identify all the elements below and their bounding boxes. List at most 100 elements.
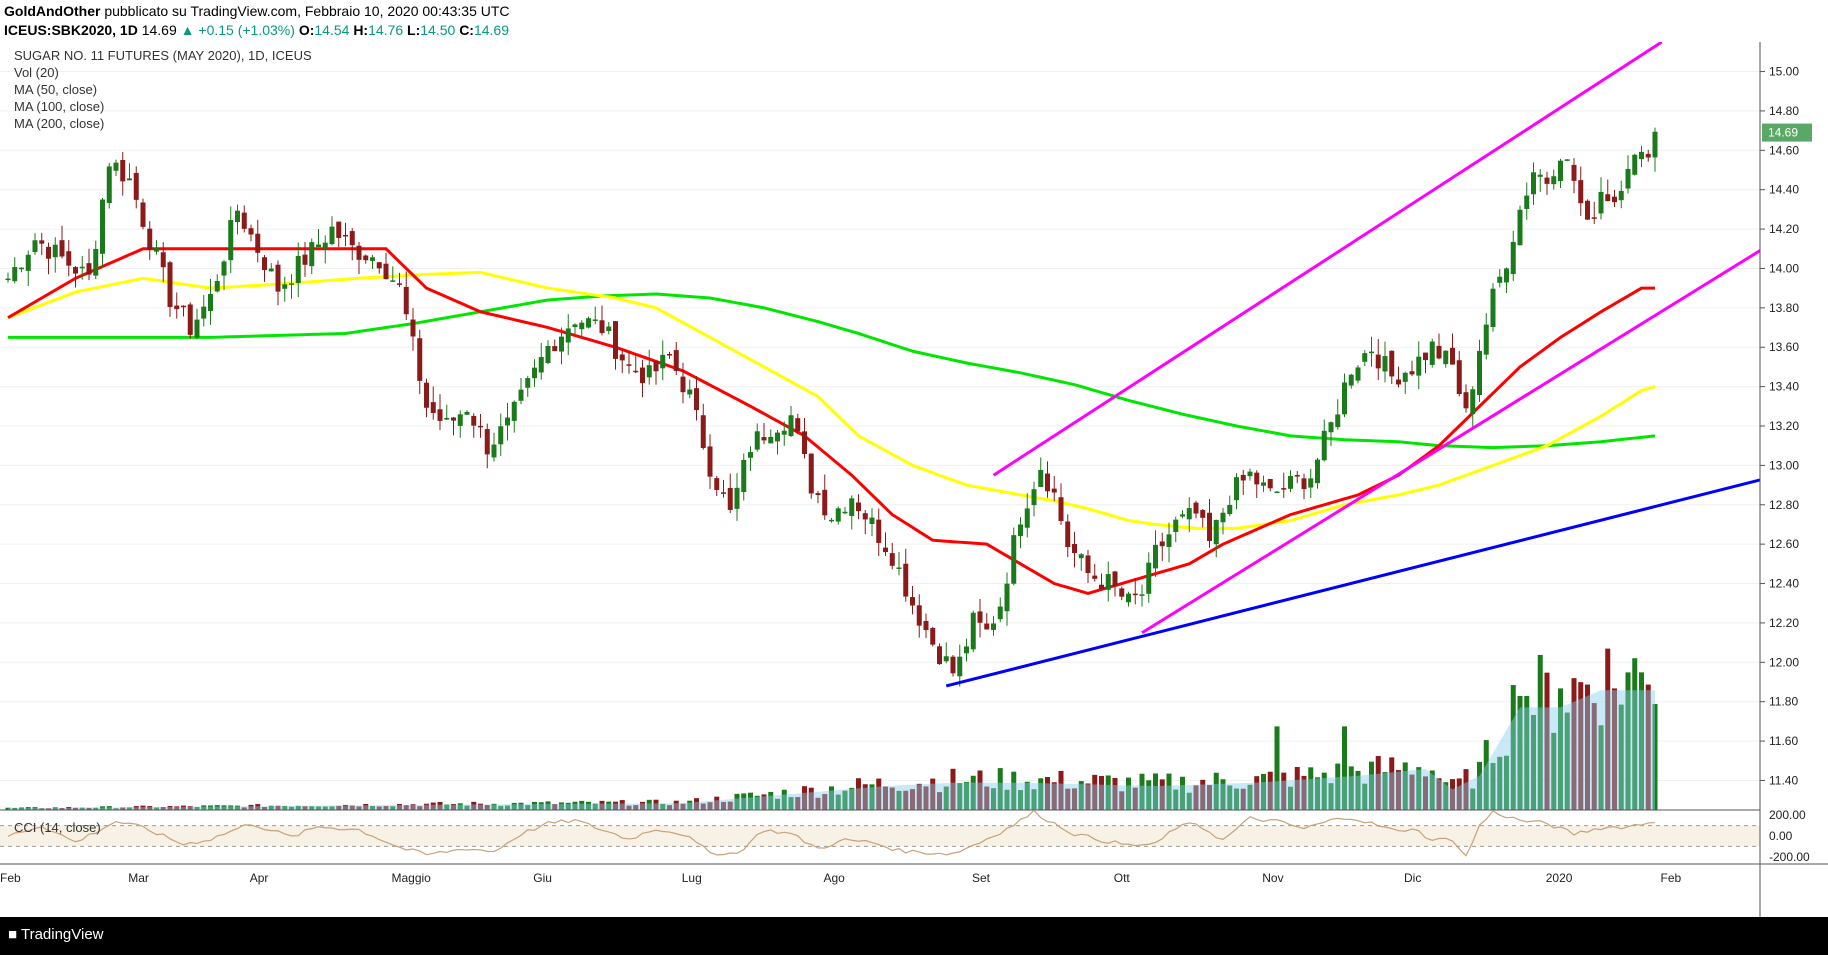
candle-body bbox=[991, 623, 996, 630]
candle-body bbox=[842, 511, 848, 514]
volume-bar bbox=[1193, 785, 1199, 810]
volume-bar bbox=[140, 805, 146, 810]
volume-bar bbox=[275, 805, 281, 810]
month-label: Set bbox=[972, 871, 991, 885]
volume-bar bbox=[700, 803, 706, 810]
candle-body bbox=[1058, 497, 1064, 521]
candle-body bbox=[1409, 371, 1415, 375]
volume-bar bbox=[761, 794, 767, 810]
price-tick-label: 14.20 bbox=[1769, 222, 1799, 236]
month-label: Dic bbox=[1404, 871, 1421, 885]
candle-body bbox=[464, 411, 470, 415]
candle-body bbox=[754, 431, 760, 450]
volume-bar bbox=[511, 802, 517, 810]
price-axis: 15.00 14.80 14.60 14.40 14.20 14.00 13.80 13.60… bbox=[1759, 42, 1828, 917]
chart-area[interactable]: 15.00 14.80 14.60 14.40 14.20 14.00 13.80 13.60… bbox=[0, 42, 1828, 917]
volume-bar bbox=[120, 807, 126, 810]
volume-bar bbox=[964, 781, 969, 810]
volume-bar bbox=[795, 797, 801, 810]
volume-bar bbox=[1348, 766, 1354, 810]
candle-body bbox=[491, 444, 497, 458]
volume-bar bbox=[1375, 756, 1381, 810]
candle-body bbox=[1308, 478, 1314, 488]
author-name[interactable]: GoldAndOther bbox=[4, 3, 101, 19]
volume-bar bbox=[1483, 740, 1489, 810]
candle-body bbox=[1348, 374, 1354, 386]
candle-body bbox=[1119, 588, 1125, 597]
volume-bar bbox=[775, 798, 780, 810]
candle-body bbox=[700, 415, 706, 448]
volume-bar bbox=[714, 796, 720, 810]
candle-body bbox=[673, 350, 679, 371]
candle-body bbox=[73, 267, 78, 274]
volume-bar bbox=[430, 802, 436, 810]
volume-bar bbox=[552, 804, 558, 810]
candle-body bbox=[100, 199, 105, 254]
volume-bar bbox=[741, 793, 747, 810]
legend-ma200: MA (200, close) bbox=[14, 116, 104, 131]
price-chart-svg[interactable]: 15.00 14.80 14.60 14.40 14.20 14.00 13.80 13.60… bbox=[0, 42, 1828, 917]
candle-body bbox=[1126, 593, 1131, 603]
volume-bar bbox=[1294, 767, 1300, 810]
candle-body bbox=[950, 656, 956, 674]
volume-bar bbox=[1126, 777, 1131, 810]
volume-bar bbox=[991, 788, 996, 810]
volume-bar bbox=[680, 803, 686, 810]
candle-body bbox=[1004, 583, 1010, 612]
candle-body bbox=[687, 389, 693, 395]
candle-body bbox=[403, 286, 409, 315]
candle-body bbox=[1321, 430, 1327, 461]
candle-body bbox=[896, 567, 902, 569]
volume-bar bbox=[1146, 780, 1152, 810]
candle-body bbox=[1105, 574, 1111, 590]
candle-body bbox=[194, 319, 200, 338]
trend-lines bbox=[945, 42, 1764, 688]
candle-body bbox=[1416, 356, 1422, 376]
volume-bar bbox=[167, 806, 173, 810]
candle-body bbox=[32, 240, 38, 253]
volume-bar bbox=[923, 786, 929, 810]
volume-bar bbox=[984, 786, 990, 810]
volume-bar bbox=[457, 803, 463, 810]
candle-body bbox=[167, 262, 173, 307]
candle-body bbox=[1477, 350, 1482, 395]
candle-body bbox=[221, 261, 227, 276]
candle-body bbox=[1288, 476, 1293, 489]
candle-body bbox=[923, 620, 929, 631]
volume-bar bbox=[876, 778, 882, 810]
volume-bar bbox=[815, 797, 821, 810]
channel-lower-line bbox=[1141, 247, 1764, 635]
candle-body bbox=[262, 257, 267, 271]
volume-bar bbox=[997, 768, 1003, 810]
candle-body bbox=[667, 354, 672, 356]
candle-body bbox=[964, 646, 969, 654]
candle-body bbox=[1585, 200, 1590, 220]
candle-body bbox=[1375, 354, 1381, 369]
volume-bar bbox=[343, 804, 348, 810]
candle-body bbox=[1443, 350, 1449, 365]
volume-bar bbox=[194, 806, 200, 810]
volume-bar bbox=[957, 783, 963, 810]
candle-body bbox=[1274, 491, 1280, 494]
legend-title: SUGAR NO. 11 FUTURES (MAY 2020), 1D, ICE… bbox=[14, 48, 312, 63]
volume-bar bbox=[1078, 781, 1084, 810]
candle-body bbox=[1072, 544, 1077, 554]
ma50-line bbox=[7, 247, 1655, 595]
volume-bar bbox=[424, 803, 429, 810]
tradingview-logo[interactable]: ■ TradingView bbox=[8, 926, 104, 943]
volume-bar bbox=[1153, 773, 1158, 810]
volume-bar bbox=[235, 805, 240, 810]
volume-bar bbox=[1119, 791, 1125, 810]
volume-bar bbox=[1645, 684, 1651, 810]
volume-bar bbox=[289, 806, 294, 810]
candle-body bbox=[1099, 584, 1104, 590]
brand-text: TradingView bbox=[20, 926, 104, 943]
volume-bar bbox=[174, 806, 180, 810]
volume-bar bbox=[808, 787, 814, 810]
volume-bar bbox=[295, 805, 301, 810]
volume-bar bbox=[1274, 726, 1280, 810]
volume-bar bbox=[667, 805, 672, 810]
candle-body bbox=[640, 367, 645, 384]
candle-body bbox=[282, 284, 288, 289]
candle-body bbox=[721, 492, 726, 494]
